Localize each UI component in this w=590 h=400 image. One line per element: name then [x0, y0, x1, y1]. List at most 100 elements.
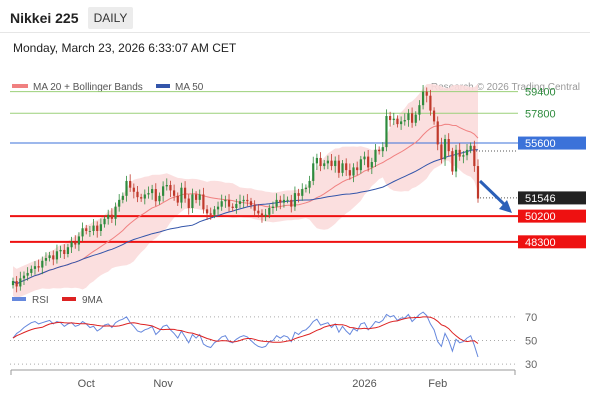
candle-body	[103, 218, 106, 225]
candle-body	[400, 121, 403, 125]
candle-body	[107, 214, 110, 219]
candle-body	[41, 260, 44, 268]
interval-badge[interactable]: DAILY	[88, 7, 133, 29]
candle	[96, 221, 99, 238]
candle	[264, 208, 267, 222]
candle-body	[205, 209, 209, 214]
candle	[304, 184, 308, 193]
candle	[389, 111, 392, 127]
candle-body	[136, 191, 139, 198]
legend-ma50-swatch	[156, 84, 170, 88]
candle-body	[19, 278, 22, 287]
rsi-ma-line	[12, 316, 479, 344]
candle	[176, 192, 179, 206]
candle	[216, 201, 220, 216]
candle	[136, 185, 139, 203]
candle	[308, 175, 311, 194]
candle	[429, 89, 432, 116]
candle-body	[140, 197, 143, 199]
candle	[282, 194, 286, 208]
projection-arrow	[478, 179, 512, 213]
candle	[297, 188, 300, 203]
candle	[370, 157, 373, 175]
candle	[77, 232, 81, 252]
rsi-tick-50: 50	[525, 335, 537, 347]
candle-body	[173, 190, 176, 196]
candle-body	[121, 195, 124, 200]
candle-body	[352, 167, 355, 176]
candle	[37, 259, 40, 272]
candle	[253, 200, 256, 217]
candle	[224, 195, 227, 208]
candle	[323, 159, 326, 170]
candle	[290, 194, 293, 213]
bollinger-band-area	[13, 83, 478, 299]
candle-body	[297, 193, 300, 196]
candle	[180, 182, 183, 209]
candle	[443, 134, 447, 166]
candle	[59, 245, 62, 258]
candle-body	[253, 205, 256, 211]
candle	[63, 244, 66, 260]
candle-body	[194, 194, 198, 200]
level-label-48300: 48300	[525, 237, 556, 249]
candle-body	[429, 95, 432, 111]
candle	[81, 222, 84, 242]
report-datetime: Monday, March 23, 2026 6:33:07 AM CET	[13, 41, 237, 55]
candle-body	[235, 203, 238, 208]
x-tick-Nov: Nov	[153, 378, 173, 390]
candle	[363, 151, 366, 166]
candle-body	[85, 228, 88, 231]
candle	[147, 186, 150, 199]
candle	[279, 195, 282, 210]
candle	[400, 116, 403, 130]
candle-body	[216, 206, 220, 210]
candle	[238, 194, 242, 209]
candle-body	[169, 185, 172, 191]
header-divider	[0, 32, 590, 33]
candle-body	[334, 160, 337, 167]
candle-body	[26, 272, 29, 276]
candle	[421, 85, 425, 110]
candle	[231, 203, 234, 212]
candle-body	[462, 155, 465, 157]
candle	[465, 144, 469, 161]
bollinger-band-layer	[13, 83, 478, 299]
candle-body	[465, 149, 469, 156]
candle-body	[469, 145, 472, 150]
candle	[345, 158, 348, 176]
candle-body	[162, 186, 165, 196]
candle	[132, 183, 135, 199]
candle	[246, 194, 249, 207]
rsi-line	[12, 311, 479, 358]
candle	[205, 205, 209, 221]
moving-average-layer	[12, 123, 479, 285]
candle-body	[367, 156, 370, 168]
candle-body	[88, 231, 91, 232]
candle	[121, 192, 124, 204]
candle-body	[74, 241, 77, 245]
candle-body	[165, 185, 168, 187]
candle	[66, 243, 70, 258]
candle	[220, 194, 223, 211]
candle-body	[370, 162, 373, 168]
candle-body	[143, 194, 146, 199]
candle-body	[114, 206, 117, 219]
candle-body	[440, 144, 443, 160]
candle-body	[22, 275, 26, 279]
candle	[385, 109, 388, 152]
candle	[11, 277, 15, 289]
candle	[476, 159, 480, 203]
candle-body	[403, 120, 406, 122]
candle-body	[63, 249, 66, 254]
candle	[414, 111, 417, 127]
candle-body	[279, 199, 282, 203]
candle-body	[30, 268, 33, 273]
candle-body	[15, 281, 18, 287]
candle-body	[363, 156, 366, 160]
candle-body	[187, 198, 190, 208]
level-label-59400: 59400	[525, 87, 556, 99]
candle-body	[348, 170, 351, 176]
candle-body	[407, 113, 410, 121]
candle	[162, 181, 165, 202]
